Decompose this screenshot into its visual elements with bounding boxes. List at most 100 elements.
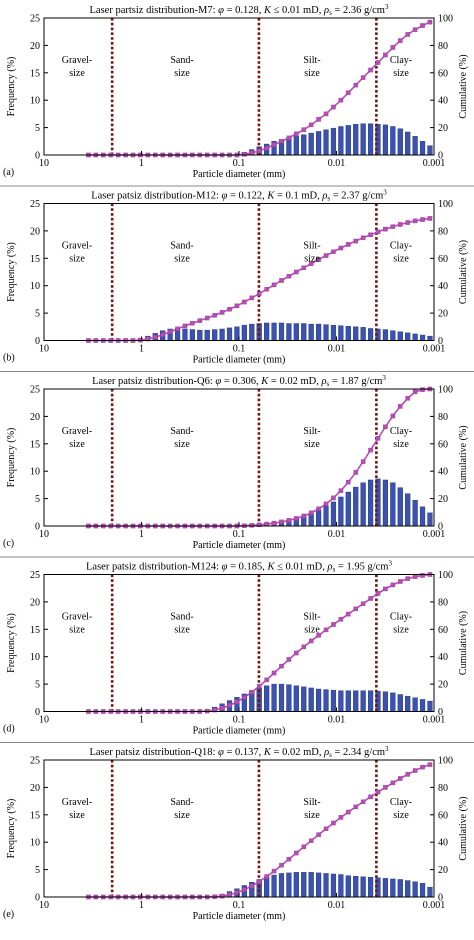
- right-tick-label: 20: [438, 494, 448, 505]
- frequency-bar: [427, 512, 433, 527]
- frequency-bar: [390, 126, 396, 156]
- title-density-superscript: 3: [382, 374, 386, 382]
- class-label-line1: Clay-: [390, 612, 412, 623]
- title-rho-symbol: ρ: [321, 191, 327, 202]
- right-tick-label: 60: [438, 254, 448, 265]
- left-tick-label: 15: [30, 439, 40, 450]
- frequency-bar: [293, 685, 299, 712]
- x-axis-label: Particle diameter (mm): [193, 726, 286, 737]
- cumulative-point: [346, 90, 351, 95]
- right-tick-label: 0: [438, 893, 443, 904]
- frequency-bar: [397, 487, 403, 527]
- title-sample-name: Laser patsiz distribution-M124:: [86, 562, 222, 573]
- frequency-bar: [271, 874, 277, 898]
- cumulative-point: [375, 789, 381, 795]
- cumulative-point: [286, 518, 292, 523]
- x-tick-label: 0.1: [233, 344, 246, 355]
- cumulative-point: [271, 670, 277, 676]
- cumulative-point: [242, 299, 247, 305]
- class-label-line2: size: [174, 439, 190, 450]
- chart-title: Laser patsiz distribution-M12: φ = 0.122…: [91, 189, 387, 203]
- cumulative-point: [412, 27, 418, 32]
- cumulative-point: [301, 127, 307, 132]
- cumulative-point: [323, 111, 329, 117]
- frequency-bar: [308, 513, 314, 527]
- cumulative-point: [390, 45, 396, 50]
- cumulative-point: [249, 150, 255, 156]
- class-label-line1: Sand-: [170, 797, 193, 808]
- x-tick-label: 10: [39, 900, 49, 911]
- frequency-bar: [419, 883, 426, 898]
- left-tick-label: 0: [35, 522, 40, 533]
- frequency-bar: [382, 329, 389, 341]
- left-tick-label: 25: [30, 14, 40, 25]
- cumulative-line: [88, 217, 431, 342]
- x-tick-label: 10: [39, 344, 49, 355]
- frequency-bar: [338, 874, 344, 898]
- cumulative-point: [353, 82, 358, 88]
- frequency-bar: [323, 873, 329, 898]
- chart-title: Laser patsiz distribution-M124: φ = 0.18…: [86, 560, 392, 574]
- frequency-bar: [405, 695, 411, 712]
- x-axis-label: Particle diameter (mm): [193, 540, 286, 551]
- frequency-bar: [360, 327, 366, 341]
- title-density: = 2.34 g/cm: [332, 747, 385, 758]
- frequency-bar: [316, 131, 322, 156]
- title-permeability: = 0.02 mD,: [268, 376, 321, 387]
- right-tick-label: 60: [438, 68, 448, 79]
- title-rho-symbol: ρ: [323, 747, 329, 758]
- frequency-bar: [390, 878, 396, 898]
- left-tick-label: 5: [35, 865, 40, 876]
- frequency-bar: [345, 690, 351, 712]
- left-tick-label: 10: [30, 838, 40, 849]
- cumulative-point: [412, 389, 418, 395]
- cumulative-point: [412, 768, 418, 773]
- class-label-line1: Gravel-: [62, 612, 93, 623]
- chart-panel-2: Laser patsiz distribution-M12: φ = 0.122…: [0, 185, 474, 366]
- chart-title: Laser patsiz distribution-Q18: φ = 0.137…: [89, 745, 389, 759]
- x-tick-label: 0.001: [423, 344, 446, 355]
- x-tick-label: 0.1: [233, 158, 246, 169]
- chart-panel-3: Laser patsiz distribution-Q6: φ = 0.306,…: [0, 371, 474, 551]
- class-label-line1: Gravel-: [62, 241, 93, 252]
- cumulative-point: [249, 883, 255, 889]
- right-tick-label: 20: [438, 865, 448, 876]
- frequency-bar: [360, 690, 366, 712]
- cumulative-point: [420, 217, 425, 222]
- frequency-bar: [367, 479, 374, 527]
- frequency-bar: [286, 323, 292, 341]
- title-phi-symbol: φ: [222, 191, 228, 202]
- cumulative-point: [316, 257, 321, 262]
- frequency-bar: [286, 872, 292, 898]
- class-label-line2: size: [174, 810, 190, 821]
- class-label-line2: size: [393, 810, 409, 821]
- x-tick-label: 1: [139, 715, 144, 726]
- frequency-bar: [382, 878, 389, 898]
- right-axis-label: Cumulative (%): [458, 796, 469, 860]
- cumulative-point: [256, 879, 262, 884]
- cumulative-point: [234, 890, 240, 895]
- cumulative-point: [279, 862, 284, 868]
- frequency-bar: [278, 683, 285, 712]
- cumulative-point: [242, 695, 247, 700]
- cumulative-point: [234, 303, 240, 309]
- title-density-superscript: 3: [385, 3, 389, 11]
- title-phi-symbol: φ: [218, 5, 224, 16]
- cumulative-point: [383, 586, 388, 592]
- right-tick-label: 80: [438, 226, 448, 237]
- frequency-bar: [308, 132, 314, 156]
- cumulative-point: [308, 838, 314, 843]
- frequency-bar: [316, 688, 322, 712]
- cumulative-point: [153, 334, 158, 340]
- frequency-bar: [419, 506, 426, 527]
- cumulative-point: [264, 287, 269, 292]
- left-tick-label: 0: [35, 336, 40, 347]
- cumulative-point: [301, 265, 307, 271]
- right-tick-label: 80: [438, 412, 448, 423]
- cumulative-point: [338, 97, 344, 103]
- title-rho-symbol: ρ: [323, 5, 329, 16]
- frequency-bar: [367, 123, 374, 156]
- frequency-bar: [390, 330, 396, 341]
